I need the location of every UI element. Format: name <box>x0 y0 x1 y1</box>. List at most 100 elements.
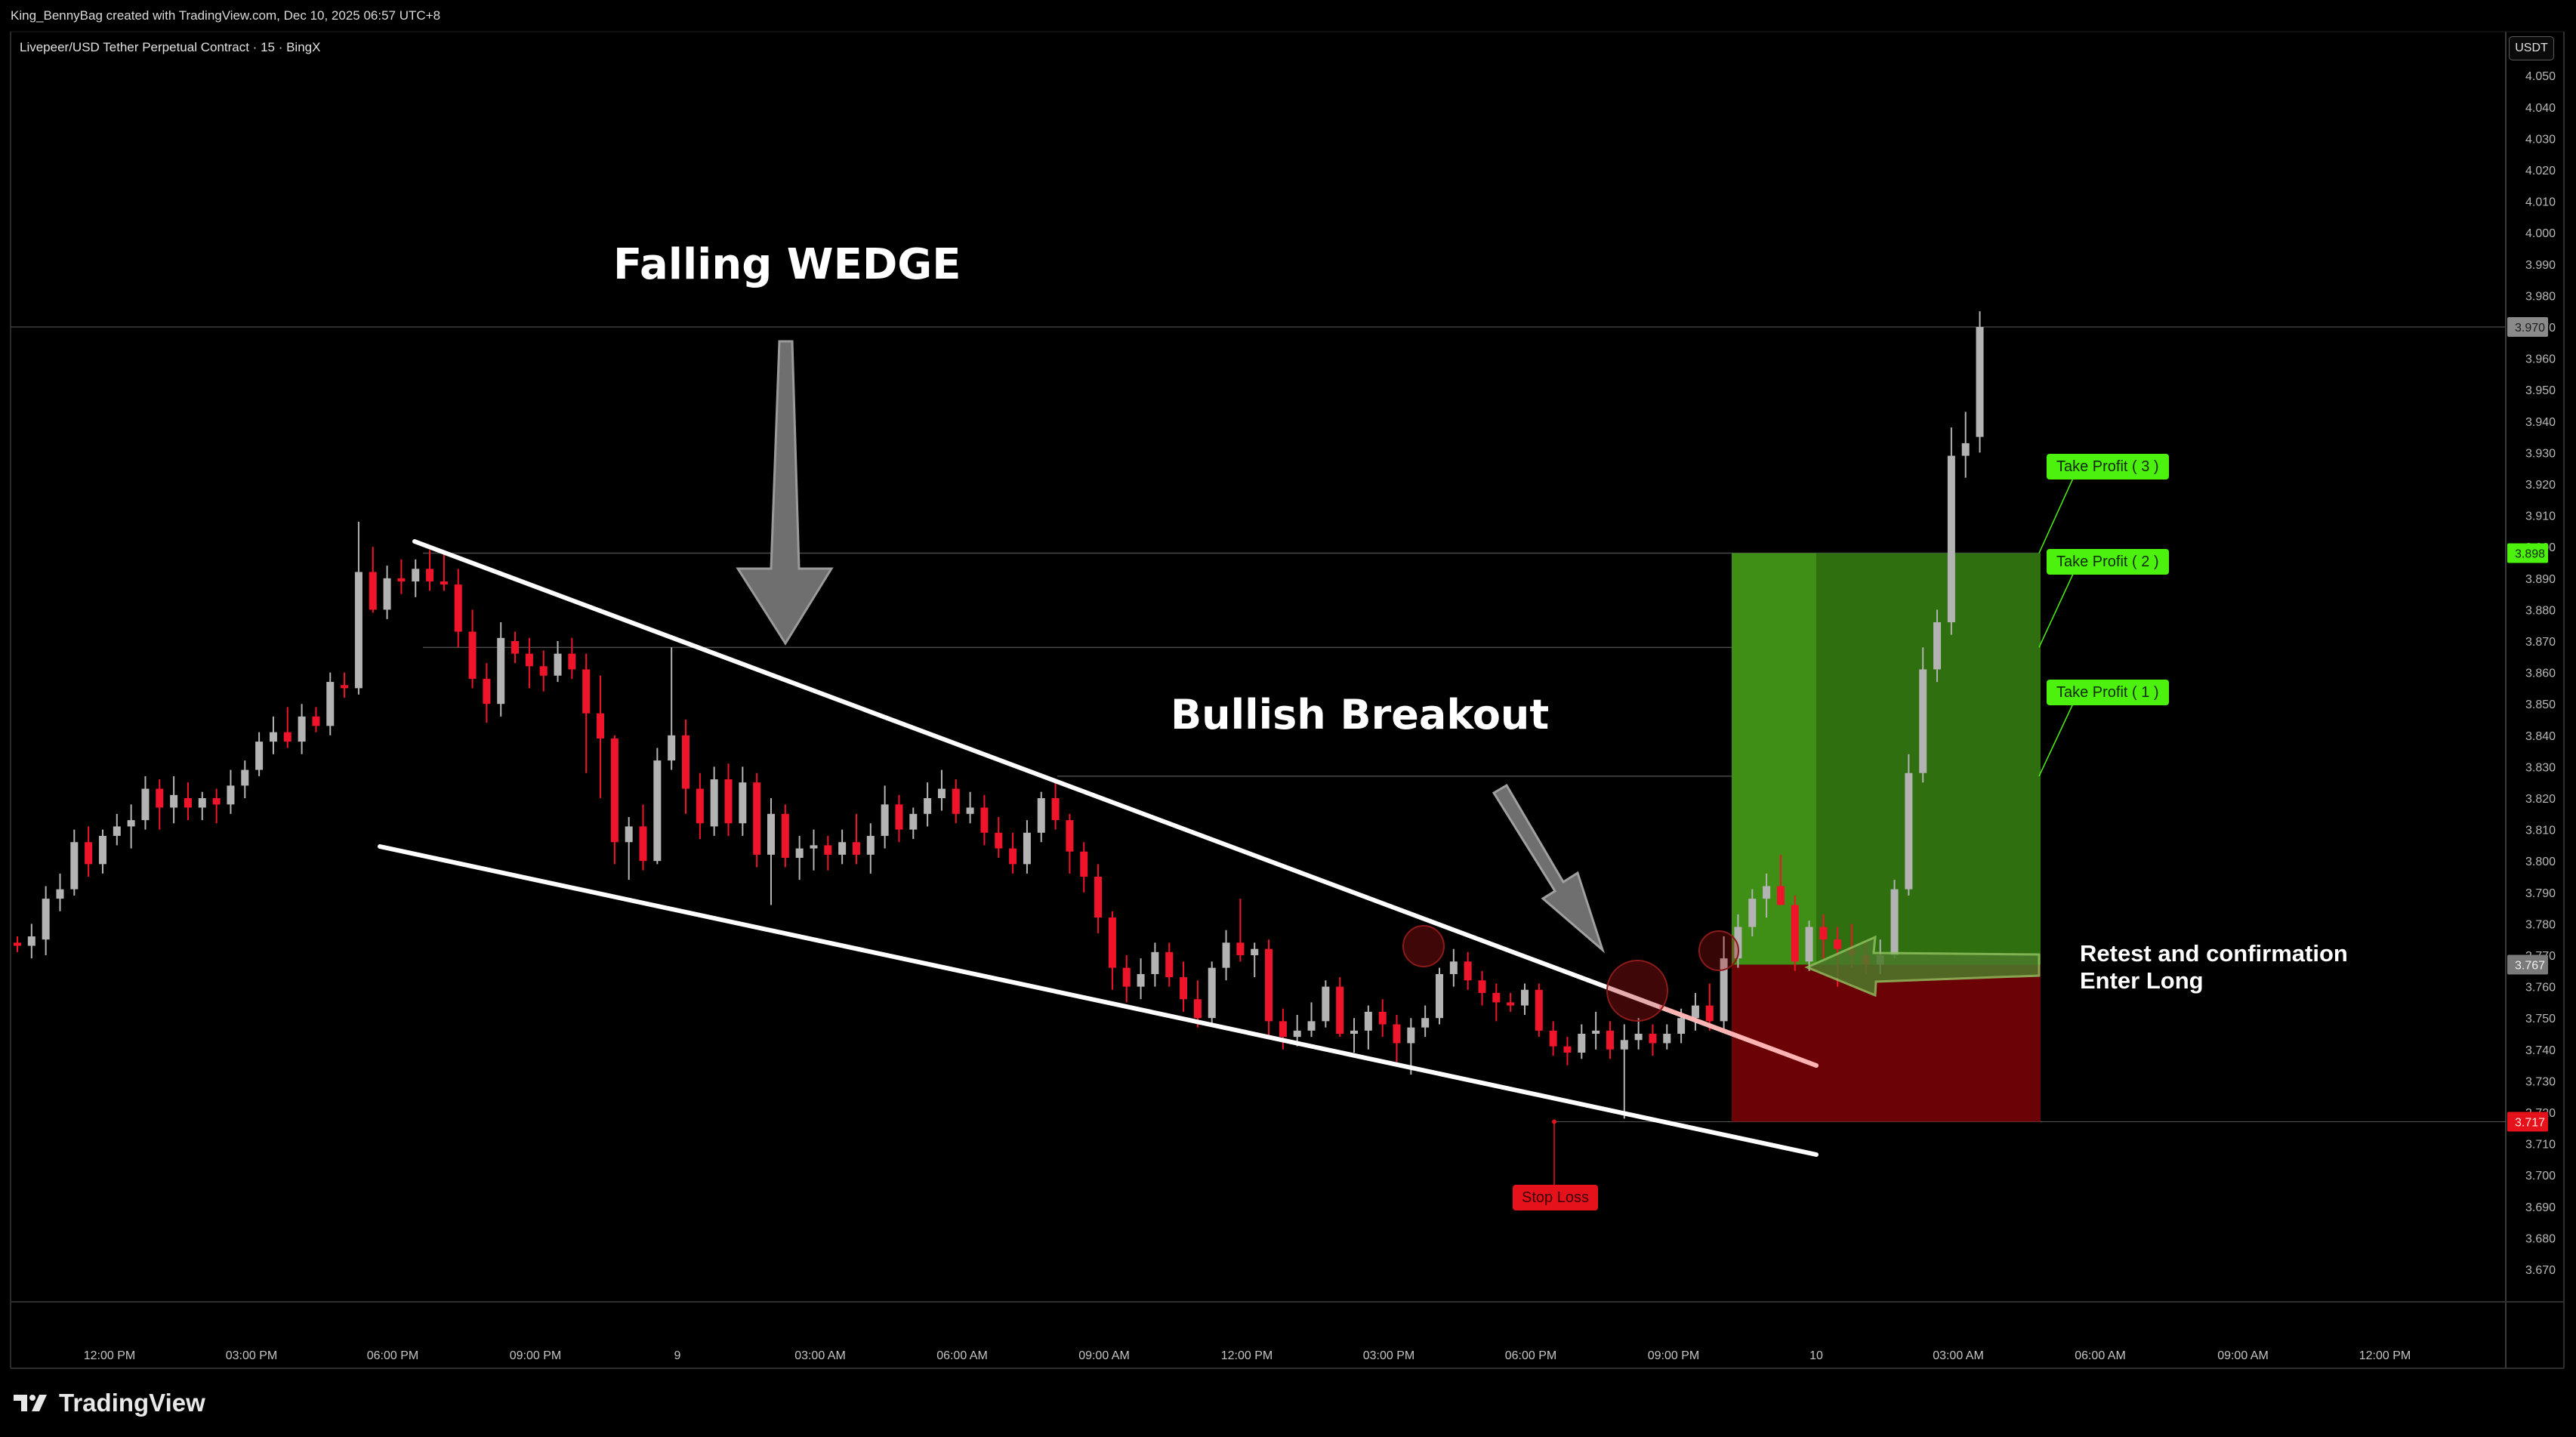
candle-body <box>1976 327 1984 437</box>
candle <box>781 804 789 868</box>
candle <box>255 732 264 776</box>
candle-body <box>1734 927 1742 959</box>
time-tick-label: 03:00 PM <box>226 1349 277 1362</box>
candle <box>141 776 150 830</box>
candle-body <box>753 782 761 855</box>
candle <box>1180 961 1188 1012</box>
candle <box>156 779 164 830</box>
candle-body <box>298 716 306 742</box>
candle-body <box>468 631 477 679</box>
stop-loss-label[interactable]: Stop Loss <box>1513 1185 1598 1210</box>
candle <box>1464 951 1472 990</box>
price-badge-last-high <box>2507 317 2548 337</box>
candle <box>1507 992 1515 1012</box>
candle-body <box>1578 1034 1586 1053</box>
price-tick-label: 4.020 <box>2525 165 2556 177</box>
candle-body <box>483 678 491 705</box>
price-tick-label: 3.830 <box>2525 761 2556 774</box>
candle-body <box>269 732 277 742</box>
candle <box>184 782 192 821</box>
candle-body <box>1606 1030 1614 1050</box>
candle-body <box>881 804 889 836</box>
tradingview-logo[interactable]: TradingView <box>12 1388 205 1418</box>
price-tick-label: 3.760 <box>2525 982 2556 994</box>
retest-annotation[interactable]: Retest and confirmation Enter Long <box>2080 940 2348 994</box>
candle <box>539 650 548 692</box>
price-tick-label: 4.000 <box>2525 227 2556 240</box>
candle <box>1322 980 1330 1028</box>
candle <box>98 829 106 874</box>
price-tick-label: 3.930 <box>2525 447 2556 460</box>
currency-button[interactable]: USDT <box>2509 36 2554 60</box>
time-tick-label: 12:00 PM <box>1221 1349 1273 1362</box>
price-tick-label: 3.670 <box>2525 1264 2556 1277</box>
tradingview-logo-text: TradingView <box>59 1389 205 1417</box>
stop-loss-dot <box>1552 1119 1556 1124</box>
candle <box>1080 842 1088 893</box>
candle <box>1378 999 1387 1038</box>
candle <box>1606 1021 1614 1059</box>
breakout-circle <box>1606 960 1668 1022</box>
candle-body <box>1592 1030 1600 1034</box>
price-tick-label: 3.940 <box>2525 416 2556 429</box>
candle-body <box>1961 443 1970 456</box>
candle <box>1066 813 1074 874</box>
candle <box>1691 992 1699 1031</box>
candle-body <box>966 807 974 814</box>
candle <box>610 735 619 865</box>
candle-body <box>1478 980 1486 993</box>
candle-body <box>1222 942 1230 968</box>
candle-body <box>1905 772 1913 890</box>
price-badge-label: 3.717 <box>2515 1116 2545 1129</box>
candle-body <box>1691 1005 1699 1019</box>
candle-body <box>668 735 676 761</box>
take-profit-1-label[interactable]: Take Profit ( 1 ) <box>2047 680 2169 705</box>
candle <box>525 637 533 689</box>
candle-body <box>724 779 733 824</box>
price-tick-label: 3.820 <box>2525 793 2556 806</box>
symbol-title[interactable]: Livepeer/USD Tether Perpetual Contract ·… <box>20 40 321 54</box>
candle <box>354 521 362 695</box>
candle-body <box>1705 1005 1714 1022</box>
breakout-annotation[interactable]: Bullish Breakout <box>1171 691 1550 739</box>
take-profit-2-label[interactable]: Take Profit ( 2 ) <box>2047 549 2169 575</box>
candle <box>1122 955 1131 1003</box>
price-tick-label: 3.990 <box>2525 259 2556 272</box>
candle <box>170 776 178 824</box>
candle <box>1549 1021 1557 1056</box>
take-profit-connector <box>2038 562 2079 648</box>
take-profit-3-label[interactable]: Take Profit ( 3 ) <box>2047 454 2169 480</box>
candle <box>483 663 491 723</box>
price-tick-label: 3.840 <box>2525 730 2556 743</box>
candle-body <box>1819 927 1828 940</box>
candle <box>283 707 292 748</box>
candle-body <box>170 794 178 808</box>
price-tick-label: 3.710 <box>2525 1139 2556 1152</box>
candle <box>995 816 1003 859</box>
candle <box>56 873 64 911</box>
candle <box>440 553 448 591</box>
time-tick-label: 03:00 PM <box>1363 1349 1414 1362</box>
candle-body <box>42 899 50 940</box>
wedge-lower-line <box>378 844 1819 1157</box>
price-tick-label: 3.700 <box>2525 1170 2556 1183</box>
candle <box>1763 873 1771 918</box>
candle <box>952 779 960 824</box>
price-tick-label: 3.980 <box>2525 290 2556 303</box>
price-tick-label: 4.030 <box>2525 133 2556 146</box>
candle <box>127 804 135 849</box>
time-tick-label: 9 <box>674 1349 681 1362</box>
candle <box>696 772 704 840</box>
candle-body <box>980 807 989 833</box>
candle-body <box>1336 986 1344 1034</box>
candle <box>1421 1005 1430 1038</box>
pattern-title-annotation[interactable]: Falling WEDGE <box>613 240 961 289</box>
candles <box>14 311 1984 1119</box>
candle <box>909 807 918 840</box>
candle-body <box>1507 1002 1515 1006</box>
candle <box>582 653 591 773</box>
time-tick-label: 12:00 PM <box>2359 1349 2411 1362</box>
candle <box>1279 1008 1287 1050</box>
price-badge-stop-loss <box>2507 1112 2548 1132</box>
